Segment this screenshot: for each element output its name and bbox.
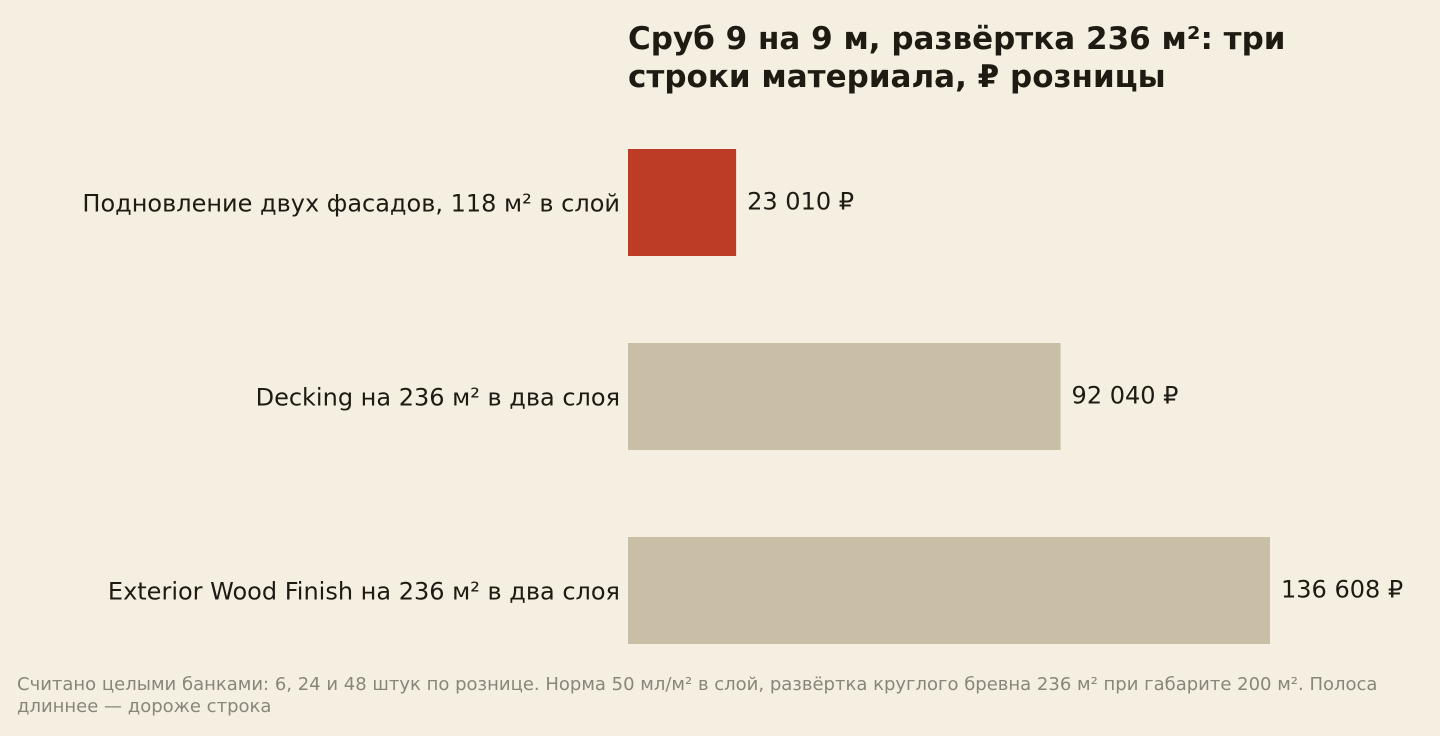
value-label: 23 010 ₽ <box>747 188 854 216</box>
category-label: Decking на 236 м² в два слоя <box>256 384 620 412</box>
bar <box>628 343 1061 450</box>
category-label: Exterior Wood Finish на 236 м² в два сло… <box>108 578 620 606</box>
chart: 23 010 ₽ Подновление двух фасадов, 118 м²… <box>82 149 1403 644</box>
bar <box>628 537 1270 644</box>
chart-title: Сруб 9 на 9 м, развёртка 236 м²: три стр… <box>628 21 1286 95</box>
value-label: 92 040 ₽ <box>1072 382 1179 410</box>
footnote: Считано целыми банками: 6, 24 и 48 штук … <box>17 674 1378 717</box>
value-label: 136 608 ₽ <box>1281 576 1403 604</box>
category-label: Подновление двух фасадов, 118 м² в слой <box>82 190 620 218</box>
bar <box>628 149 737 256</box>
